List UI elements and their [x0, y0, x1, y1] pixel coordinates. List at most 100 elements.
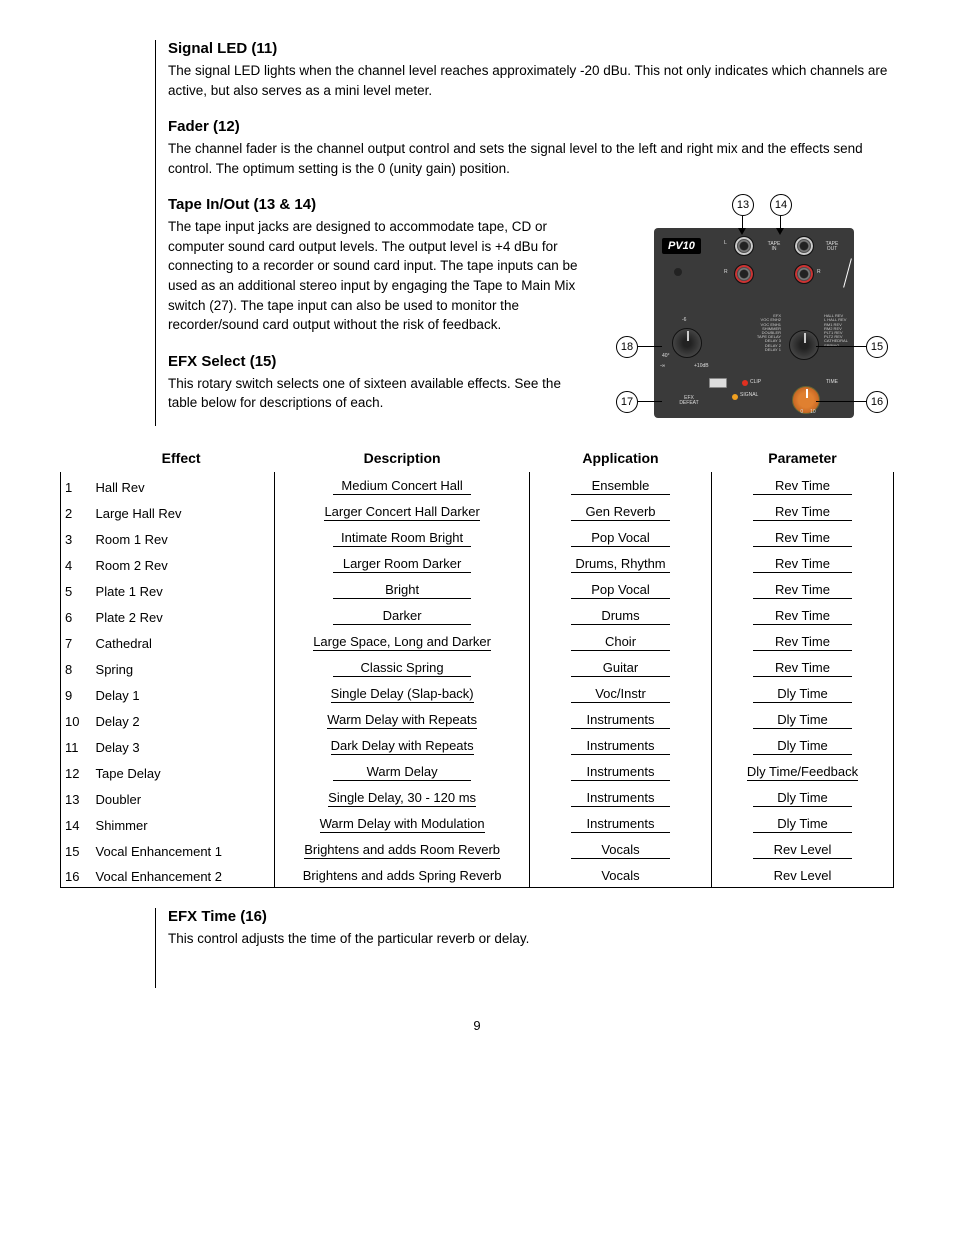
cell-parameter: Rev Time: [711, 524, 893, 550]
body-fader: The channel fader is the channel output …: [168, 139, 894, 178]
cell-description: Darker: [275, 602, 530, 628]
panel-cut-line: [843, 259, 852, 288]
heading-efx-select: EFX Select (15): [168, 353, 590, 370]
callout-15: 15: [866, 336, 888, 358]
th-application: Application: [530, 444, 712, 472]
cell-effect: Shimmer: [88, 810, 275, 836]
cell-description: Large Space, Long and Darker: [275, 628, 530, 654]
heading-efx-time: EFX Time (16): [168, 908, 894, 925]
cell-num: 4: [61, 550, 88, 576]
cell-description: Larger Room Darker: [275, 550, 530, 576]
content-block-top: Signal LED (11) The signal LED lights wh…: [155, 40, 894, 426]
cell-parameter: Dly Time: [711, 706, 893, 732]
cell-application: Choir: [530, 628, 712, 654]
heading-tape: Tape In/Out (13 & 14): [168, 196, 590, 213]
cell-parameter: Dly Time: [711, 680, 893, 706]
cell-effect: Delay 1: [88, 680, 275, 706]
label-scale-6: -6: [682, 318, 686, 323]
cell-effect: Plate 2 Rev: [88, 602, 275, 628]
cell-num: 8: [61, 654, 88, 680]
cell-description: Single Delay (Slap-back): [275, 680, 530, 706]
label-time: TIME: [826, 380, 838, 385]
cell-application: Instruments: [530, 758, 712, 784]
cell-num: 7: [61, 628, 88, 654]
tape-out-r-jack: [794, 264, 814, 284]
body-signal-led: The signal LED lights when the channel l…: [168, 61, 894, 100]
mixer-panel: PV10 TAPE IN TAPE OUT L R R: [654, 228, 854, 418]
cell-num: 9: [61, 680, 88, 706]
cell-effect: Tape Delay: [88, 758, 275, 784]
panel-diagram: 13 14 15 16 18 17 PV10: [614, 196, 894, 426]
cell-application: Instruments: [530, 784, 712, 810]
label-l1: L: [724, 241, 727, 246]
callout-line-15: [816, 346, 866, 347]
tape-out-l-jack: [794, 236, 814, 256]
table-row: 13DoublerSingle Delay, 30 - 120 msInstru…: [61, 784, 894, 810]
cell-effect: Doubler: [88, 784, 275, 810]
callout-13: 13: [732, 194, 754, 216]
body-efx-select: This rotary switch selects one of sixtee…: [168, 374, 590, 413]
cell-application: Vocals: [530, 836, 712, 862]
table-row: 8SpringClassic SpringGuitarRev Time: [61, 654, 894, 680]
cell-num: 10: [61, 706, 88, 732]
table-row: 5Plate 1 RevBrightPop VocalRev Time: [61, 576, 894, 602]
callout-18: 18: [616, 336, 638, 358]
callout-14: 14: [770, 194, 792, 216]
label-tape-in: TAPE IN: [759, 242, 789, 252]
th-parameter: Parameter: [711, 444, 893, 472]
label-scale-inf: -∞: [660, 364, 665, 369]
left-text-column: Tape In/Out (13 & 14) The tape input jac…: [168, 196, 598, 419]
table-row: 12Tape DelayWarm DelayInstrumentsDly Tim…: [61, 758, 894, 784]
cell-application: Gen Reverb: [530, 498, 712, 524]
table-row: 10Delay 2Warm Delay with RepeatsInstrume…: [61, 706, 894, 732]
page-number: 9: [60, 1018, 894, 1033]
page-container: Signal LED (11) The signal LED lights wh…: [0, 0, 954, 1083]
cell-parameter: Dly Time: [711, 732, 893, 758]
table-row: 4Room 2 RevLarger Room DarkerDrums, Rhyt…: [61, 550, 894, 576]
table-row: 9Delay 1Single Delay (Slap-back)Voc/Inst…: [61, 680, 894, 706]
cell-description: Brightens and adds Spring Reverb: [275, 862, 530, 888]
cell-num: 3: [61, 524, 88, 550]
th-description: Description: [275, 444, 530, 472]
cell-effect: Room 1 Rev: [88, 524, 275, 550]
callout-17: 17: [616, 391, 638, 413]
label-tape-out: TAPE OUT: [817, 242, 847, 252]
cell-effect: Spring: [88, 654, 275, 680]
cell-description: Medium Concert Hall: [275, 472, 530, 498]
label-efx-defeat: EFX DEFEAT: [674, 396, 704, 406]
efx-defeat-button: [709, 378, 727, 388]
table-row: 1Hall RevMedium Concert HallEnsembleRev …: [61, 472, 894, 498]
table-row: 2Large Hall RevLarger Concert Hall Darke…: [61, 498, 894, 524]
cell-description: Dark Delay with Repeats: [275, 732, 530, 758]
signal-led: [732, 394, 738, 400]
tape-in-l-jack: [734, 236, 754, 256]
cell-effect: Large Hall Rev: [88, 498, 275, 524]
cell-description: Classic Spring: [275, 654, 530, 680]
cell-num: 11: [61, 732, 88, 758]
cell-description: Intimate Room Bright: [275, 524, 530, 550]
clip-led: [742, 380, 748, 386]
label-scale-10db: +10dB: [694, 364, 709, 369]
cell-parameter: Rev Time: [711, 472, 893, 498]
cell-num: 6: [61, 602, 88, 628]
table-row: 3Room 1 RevIntimate Room BrightPop Vocal…: [61, 524, 894, 550]
cell-application: Pop Vocal: [530, 524, 712, 550]
label-clip: CLIP: [750, 380, 761, 385]
cell-num: 5: [61, 576, 88, 602]
cell-description: Warm Delay: [275, 758, 530, 784]
cell-parameter: Rev Time: [711, 576, 893, 602]
label-r2: R: [817, 270, 821, 275]
cell-num: 2: [61, 498, 88, 524]
label-signal: SIGNAL: [740, 393, 758, 398]
cell-application: Vocals: [530, 862, 712, 888]
arrow-13: [738, 228, 746, 235]
cell-description: Single Delay, 30 - 120 ms: [275, 784, 530, 810]
label-scale-40: 40°: [662, 354, 670, 359]
cell-num: 16: [61, 862, 88, 888]
cell-application: Instruments: [530, 810, 712, 836]
cell-effect: Vocal Enhancement 2: [88, 862, 275, 888]
table-row: 15Vocal Enhancement 1Brightens and adds …: [61, 836, 894, 862]
cell-parameter: Rev Time: [711, 550, 893, 576]
content-block-bottom: EFX Time (16) This control adjusts the t…: [155, 908, 894, 988]
table-header-row: Effect Description Application Parameter: [61, 444, 894, 472]
